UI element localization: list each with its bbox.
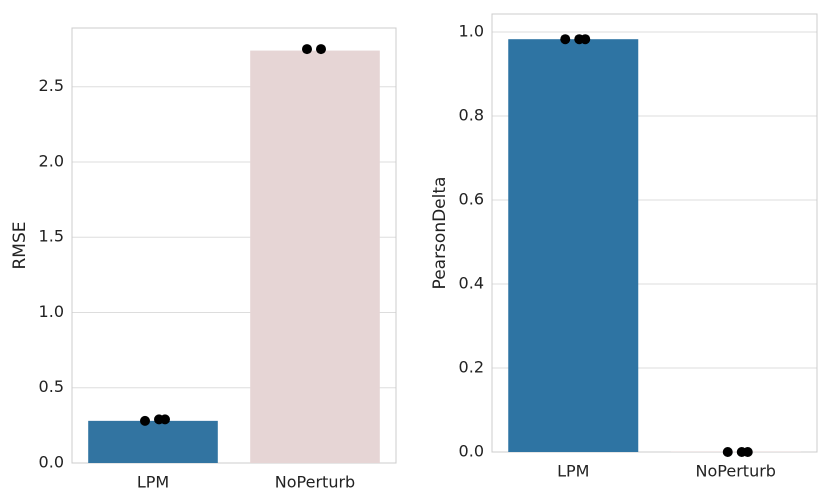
x-tick-label: NoPerturb	[275, 473, 355, 492]
data-point	[560, 34, 571, 45]
y-tick-label: 1.0	[39, 302, 64, 321]
plot-frame	[71, 27, 397, 464]
y-axis-label: PearsonDelta	[430, 177, 450, 290]
y-tick-label: 1.0	[459, 22, 484, 41]
y-tick-label: 0.5	[39, 377, 64, 396]
y-tick-label: 0.8	[459, 106, 484, 125]
bar	[250, 50, 380, 464]
data-point	[742, 447, 753, 457]
y-tick-label: 1.5	[39, 227, 64, 246]
data-point	[580, 34, 591, 45]
data-point	[302, 44, 312, 55]
data-point	[316, 44, 326, 55]
bar	[88, 420, 218, 463]
data-point	[140, 415, 150, 426]
y-tick-label: 0.0	[39, 453, 64, 472]
y-tick-label: 2.0	[39, 151, 64, 170]
x-tick-label: NoPerturb	[696, 462, 776, 481]
bar	[508, 39, 639, 453]
plot-frame	[491, 13, 818, 453]
y-axis-label: RMSE	[10, 221, 30, 269]
x-tick-label: LPM	[557, 462, 589, 481]
x-tick-label: LPM	[137, 473, 169, 492]
y-tick-label: 0.0	[459, 442, 484, 461]
y-tick-label: 2.5	[39, 76, 64, 95]
y-tick-label: 0.2	[459, 358, 484, 377]
data-point	[160, 414, 170, 425]
data-point	[722, 447, 733, 457]
y-tick-label: 0.4	[459, 274, 484, 293]
y-tick-label: 0.6	[459, 190, 484, 209]
